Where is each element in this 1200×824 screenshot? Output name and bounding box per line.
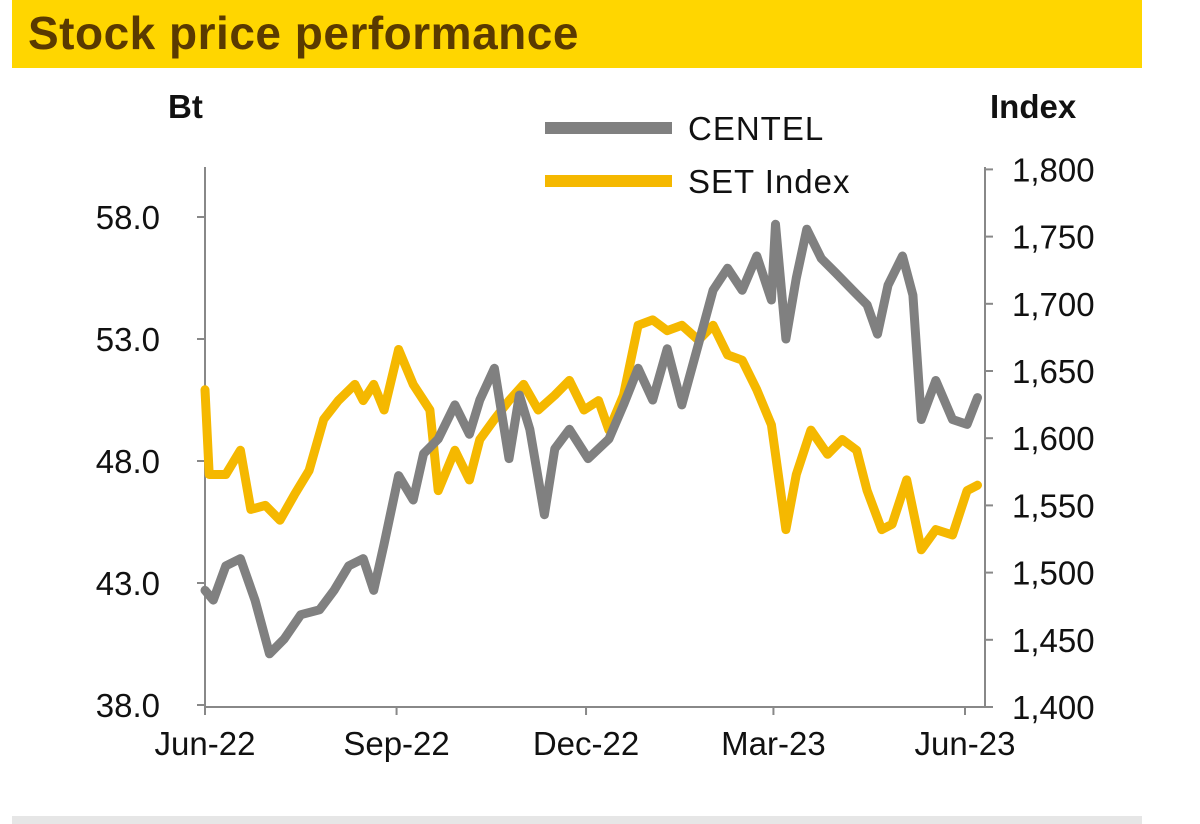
right-tick-label: 1,400 [1012,689,1095,726]
x-tick-label: Dec-22 [533,725,639,762]
left-axis-label: Bt [168,88,203,125]
x-tick-label: Jun-23 [915,725,1016,762]
right-tick-label: 1,550 [1012,487,1095,524]
right-tick-label: 1,700 [1012,286,1095,323]
x-tick-label: Jun-22 [155,725,256,762]
series-line-set-index [200,315,982,555]
x-tick-label: Mar-23 [721,725,826,762]
left-tick-label: 38.0 [96,687,160,724]
legend: CENTEL SET Index [545,110,850,200]
right-tick-label: 1,450 [1012,622,1095,659]
chart-title: Stock price performance [28,7,579,59]
right-tick-label: 1,750 [1012,219,1095,256]
left-tick-label: 48.0 [96,443,160,480]
right-tick-label: 1,650 [1012,353,1095,390]
bottom-divider [12,816,1142,824]
right-axis-label: Index [990,88,1077,125]
left-tick-label: 53.0 [96,321,160,358]
left-tick-label: 43.0 [96,565,160,602]
legend-label-set: SET Index [688,163,850,200]
series-line-centel [200,219,982,659]
legend-label-centel: CENTEL [688,110,824,147]
right-tick-label: 1,600 [1012,420,1095,457]
right-tick-label: 1,800 [1012,151,1095,188]
title-band [12,0,1142,68]
x-tick-label: Sep-22 [343,725,449,762]
right-tick-label: 1,500 [1012,555,1095,592]
left-tick-label: 58.0 [96,199,160,236]
